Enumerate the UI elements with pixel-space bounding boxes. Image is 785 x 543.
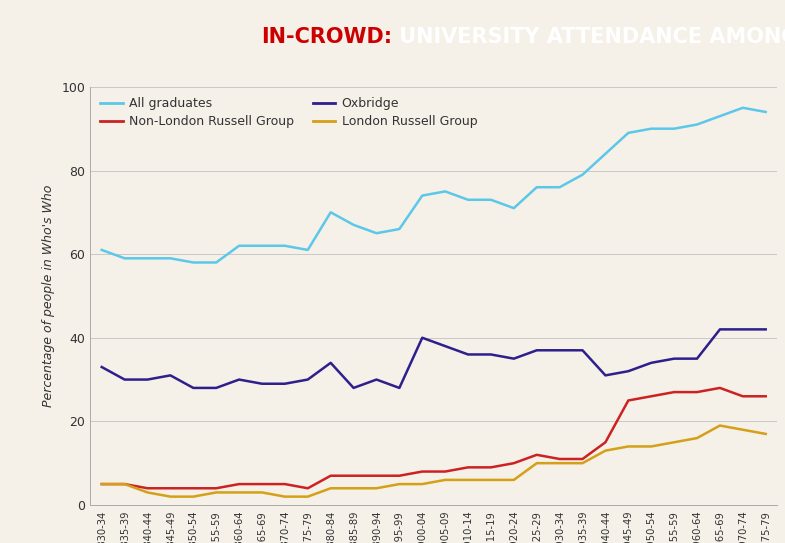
Text: IN-CROWD:: IN-CROWD: [261, 27, 392, 47]
Text: UNIVERSITY ATTENDANCE AMONG ENTRANTS TO WHO'S WHO: UNIVERSITY ATTENDANCE AMONG ENTRANTS TO … [392, 27, 785, 47]
Y-axis label: Percentage of people in Who's Who: Percentage of people in Who's Who [42, 185, 55, 407]
Legend: All graduates, Non-London Russell Group, Oxbridge, London Russell Group: All graduates, Non-London Russell Group,… [97, 93, 481, 131]
